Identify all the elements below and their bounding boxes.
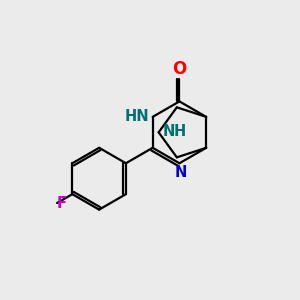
Text: HN: HN bbox=[124, 110, 149, 124]
Text: O: O bbox=[172, 60, 187, 78]
Text: N: N bbox=[162, 124, 175, 139]
Text: H: H bbox=[174, 124, 186, 139]
Text: F: F bbox=[57, 196, 67, 211]
Text: N: N bbox=[175, 165, 187, 180]
